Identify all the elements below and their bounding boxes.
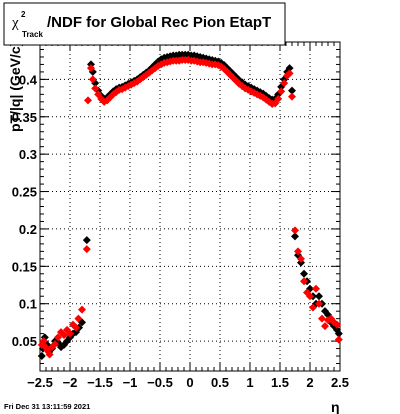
x-tick-label: 0 [186,375,193,390]
footer-timestamp: Fri Dec 31 13:11:59 2021 [4,402,90,411]
x-tick-label: −2.5 [27,375,53,390]
data-point [321,322,329,331]
y-tick-label: 0.25 [12,185,37,200]
y-tick-labels: 0.05 0.1 0.15 0.2 0.25 0.3 0.35 0.4 [12,72,38,349]
data-series-1 [37,55,343,359]
data-point [300,269,308,278]
x-tick-label: −1 [123,375,138,390]
x-tick-label: 2 [306,375,313,390]
x-tick-label: 1 [246,375,253,390]
data-point [315,299,323,308]
y-tick-label: 0.35 [12,110,37,125]
data-point [334,329,343,338]
x-tick-label: −2 [63,375,78,390]
data-point [334,335,343,344]
data-point [74,314,83,323]
data-point [37,352,46,361]
data-point [300,277,308,286]
data-point [291,226,299,235]
data-point [280,79,289,88]
x-tick-label: 2.5 [331,375,349,390]
data-point [315,292,323,301]
data-point [82,236,91,245]
title-box [3,2,286,46]
data-point [39,337,48,346]
data-point [91,84,100,93]
data-point [88,75,97,84]
data-point [312,284,320,293]
data-point [66,329,74,338]
y-tick-label: 0.05 [12,334,37,349]
data-point [288,86,296,95]
data-point [333,320,341,329]
data-point [250,88,259,97]
title-chi-symbol: χ [11,15,19,31]
data-point [309,303,317,312]
data-point [285,64,294,73]
data-points [37,50,343,361]
data-point [297,254,305,263]
data-point [274,94,283,103]
data-point [294,247,302,256]
data-point [82,245,91,254]
grid-lines [40,42,340,371]
data-point [285,69,294,78]
x-tick-labels: −2.5 −2 −1.5 −1 −0.5 0 0.5 1 1.5 2 2.5 [27,375,349,390]
data-point [288,92,296,101]
data-point [291,232,299,241]
data-point [277,87,286,96]
data-point [51,340,59,349]
y-axis-title: pT/|q| (GeV/c) [7,42,23,132]
data-point [54,333,62,342]
title-subscript: Track [22,30,43,39]
x-tick-label: 0.5 [211,375,229,390]
data-point [318,314,326,323]
y-tick-label: 0.15 [12,259,37,274]
data-point [72,323,80,332]
data-point [306,292,314,301]
chart-title: /NDF for Global Rec Pion EtapT [47,14,271,31]
title-superscript: 2 [21,10,26,19]
y-tick-label: 0.3 [19,147,37,162]
data-point [78,305,86,314]
data-point [84,96,92,105]
x-tick-label: −0.5 [147,375,173,390]
x-tick-label: 1.5 [271,375,289,390]
y-tick-label: 0.1 [19,297,37,312]
data-point [60,331,68,340]
y-tick-label: 0.4 [19,72,38,87]
x-axis-title: η [331,399,340,414]
y-tick-label: 0.2 [19,222,37,237]
x-tick-label: −1.5 [87,375,113,390]
data-point [45,350,54,359]
data-point [87,64,95,73]
